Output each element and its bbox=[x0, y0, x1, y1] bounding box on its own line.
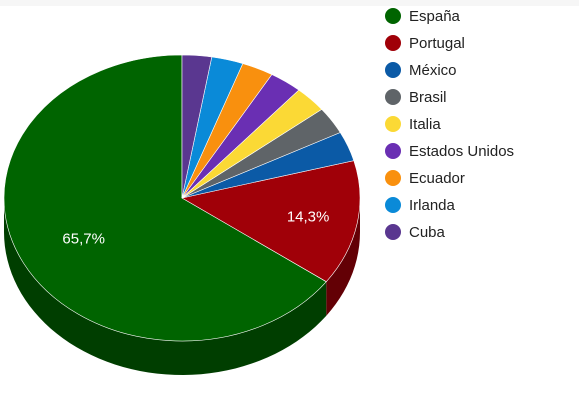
pie-side-espana bbox=[4, 198, 327, 375]
legend-swatch-portugal bbox=[385, 35, 401, 51]
legend-label-cuba: Cuba bbox=[409, 224, 446, 241]
legend-label-ecuador: Ecuador bbox=[409, 170, 465, 187]
legend-swatch-irlanda bbox=[385, 197, 401, 213]
legend-swatch-ecuador bbox=[385, 170, 401, 186]
legend-swatch-mexico bbox=[385, 62, 401, 78]
pie-slice-espana bbox=[3, 54, 327, 342]
pie-tops bbox=[3, 54, 361, 342]
legend-label-portugal: Portugal bbox=[409, 35, 465, 52]
legend-label-mexico: México bbox=[409, 62, 457, 79]
pie-side-portugal bbox=[326, 198, 360, 316]
legend-swatch-cuba bbox=[385, 224, 401, 240]
top-bar bbox=[0, 0, 579, 6]
legend-swatch-brasil bbox=[385, 89, 401, 105]
legend-label-espana: España bbox=[409, 8, 461, 25]
data-label-espana: 65,7% bbox=[62, 230, 105, 247]
legend-label-brasil: Brasil bbox=[409, 89, 447, 106]
data-labels: 65,7% 14,3% bbox=[62, 209, 329, 248]
pie-slice-portugal bbox=[181, 160, 361, 283]
legend-swatch-estados-unidos bbox=[385, 143, 401, 159]
pie-slice-cuba bbox=[181, 54, 213, 199]
legend-swatch-italia bbox=[385, 116, 401, 132]
legend-label-estados-unidos: Estados Unidos bbox=[409, 143, 514, 160]
data-label-portugal: 14,3% bbox=[287, 209, 330, 226]
legend-swatch-espana bbox=[385, 8, 401, 24]
pie-sides bbox=[4, 198, 360, 375]
legend-label-italia: Italia bbox=[409, 116, 441, 133]
legend: España Portugal México Brasil Italia Estados … bbox=[385, 8, 514, 241]
legend-label-irlanda: Irlanda bbox=[409, 197, 456, 214]
